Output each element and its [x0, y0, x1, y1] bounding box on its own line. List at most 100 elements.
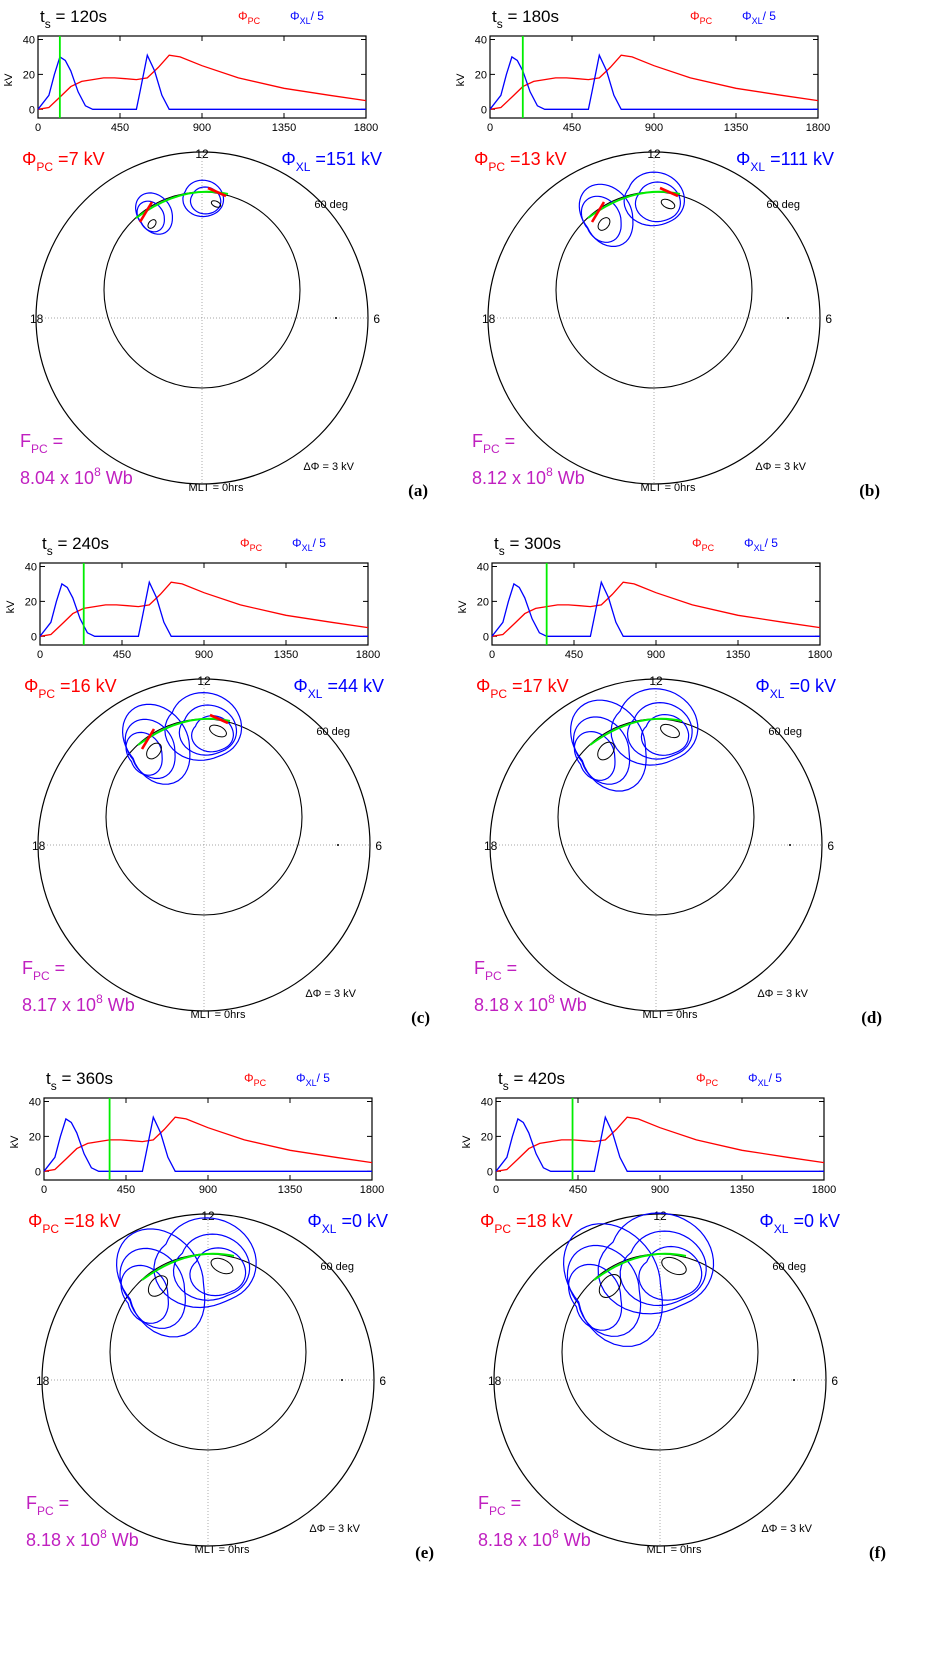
- fpc-f: F: [474, 958, 485, 978]
- phi-xl-sub: XL: [750, 160, 765, 174]
- phi-pc-value: 7: [69, 149, 79, 169]
- xtick-label: 900: [647, 649, 665, 661]
- phi-xl-sub: XL: [308, 687, 323, 701]
- fpc-eq: =: [50, 958, 66, 978]
- xtick-label: 0: [37, 649, 43, 661]
- timeseries-frame: [37, 35, 367, 119]
- legend-xl-sym: Φ: [742, 9, 752, 23]
- clock-18: 18: [32, 839, 46, 853]
- legend-pc: ΦPC: [692, 536, 715, 553]
- xtick-label: 1350: [724, 122, 748, 134]
- clock-12: 12: [201, 1209, 215, 1223]
- phi-xl-eq: =: [788, 1211, 804, 1231]
- phi-pc-readout: ΦPC =13 kV: [474, 149, 567, 174]
- phi-pc-readout: ΦPC =17 kV: [476, 676, 569, 701]
- phi-xl-sub: XL: [322, 1222, 337, 1236]
- xtick-label: 1800: [360, 1184, 384, 1196]
- xtick-label: 1350: [274, 649, 298, 661]
- ts-unit: s: [98, 7, 107, 26]
- legend-pc: ΦPC: [244, 1071, 267, 1088]
- contour-left-0: [562, 1223, 664, 1347]
- contour-right-2: [190, 715, 235, 753]
- phi-xl-value: 44: [338, 676, 358, 696]
- contour-right-2: [638, 1245, 703, 1301]
- xtick-label: 900: [193, 122, 211, 134]
- phi-xl-value: 151: [326, 149, 356, 169]
- delta-phi-label: ΔΦ = 3 kV: [303, 461, 354, 473]
- series-phi-pc: [37, 54, 367, 110]
- fpc-eq: =: [54, 1493, 70, 1513]
- ts-eq: =: [505, 534, 524, 553]
- ts-sub: s: [45, 17, 51, 31]
- legend-xl-div: / 5: [765, 536, 779, 550]
- xtick-label: 0: [489, 649, 495, 661]
- contour-right-2: [189, 1247, 247, 1297]
- xtick-label: 1350: [278, 1184, 302, 1196]
- ts-t: t: [494, 534, 499, 553]
- phi-pc-value: 13: [521, 149, 541, 169]
- fpc-mantissa: 8.18 x 10: [26, 1530, 100, 1550]
- clock-18: 18: [36, 1374, 50, 1388]
- phi-pc-sym: Φ: [474, 149, 488, 169]
- lat-label: 60 deg: [772, 1261, 806, 1273]
- fpc-value: 8.17 x 108 Wb: [22, 992, 135, 1015]
- lat-label: 60 deg: [766, 199, 800, 211]
- clock-6: 6: [373, 312, 380, 326]
- ytick-label: 0: [487, 1166, 493, 1178]
- fpc-exponent: 8: [96, 992, 103, 1006]
- xtick-label: 1800: [354, 122, 378, 134]
- reconnection-segment-left: [590, 201, 606, 223]
- merging-gap-arc: [589, 717, 683, 746]
- ts-eq: =: [53, 534, 72, 553]
- series-phi-pc: [489, 54, 819, 110]
- fpc-f: F: [22, 958, 33, 978]
- contour-left-2: [573, 730, 616, 781]
- phi-pc-eq: =: [511, 1211, 527, 1231]
- ytick-label: 40: [23, 34, 35, 46]
- phi-xl-readout: ΦXL =44 kV: [293, 676, 384, 701]
- ts-sub: s: [47, 544, 53, 558]
- clock-12: 12: [649, 674, 663, 688]
- ts-sub: s: [51, 1079, 57, 1093]
- phi-pc-unit: kV: [95, 1211, 121, 1231]
- xtick-label: 1800: [812, 1184, 836, 1196]
- phi-pc-sub: PC: [488, 160, 505, 174]
- dawn-dot: [335, 317, 337, 319]
- series-phi-pc: [39, 581, 369, 637]
- fpc-value: 8.12 x 108 Wb: [472, 465, 585, 488]
- legend-pc-sym: Φ: [240, 536, 250, 550]
- contour-right-0: [182, 179, 225, 218]
- fpc-sub: PC: [489, 1504, 506, 1518]
- phi-xl-sym: Φ: [293, 676, 307, 696]
- lat-label: 60 deg: [316, 726, 350, 738]
- ytick-label: 20: [477, 596, 489, 608]
- timeseries-frame: [39, 562, 369, 646]
- contour-left-1: [566, 1244, 642, 1337]
- fpc-label: FPC =: [20, 431, 63, 456]
- phi-xl-sub: XL: [770, 687, 785, 701]
- phi-pc-sym: Φ: [480, 1211, 494, 1231]
- clock-6: 6: [379, 1374, 386, 1388]
- phi-pc-sub: PC: [38, 687, 55, 701]
- delta-phi-label: ΔΦ = 3 kV: [757, 988, 808, 1000]
- phi-xl-eq: =: [336, 1211, 352, 1231]
- ts-t: t: [498, 1069, 503, 1088]
- contour-left-1: [124, 718, 176, 780]
- series-phi-xl: [495, 1115, 824, 1172]
- phi-pc-sym: Φ: [476, 676, 490, 696]
- phi-pc-unit: kV: [91, 676, 117, 696]
- clock-12: 12: [647, 147, 661, 161]
- phi-pc-readout: ΦPC =18 kV: [480, 1211, 573, 1236]
- phi-xl-value: 0: [800, 676, 810, 696]
- legend-xl-sub: XL: [754, 543, 765, 553]
- ts-sub: s: [497, 17, 503, 31]
- legend-xl: ΦXL/ 5: [292, 536, 326, 553]
- reconnection-cell-left: [146, 742, 162, 760]
- ts-value: 240: [72, 534, 100, 553]
- ylabel: kV: [457, 600, 469, 614]
- ts-unit: s: [100, 534, 109, 553]
- xtick-label: 1350: [272, 122, 296, 134]
- contour-right-0: [623, 171, 686, 227]
- contour-left-1: [572, 716, 631, 785]
